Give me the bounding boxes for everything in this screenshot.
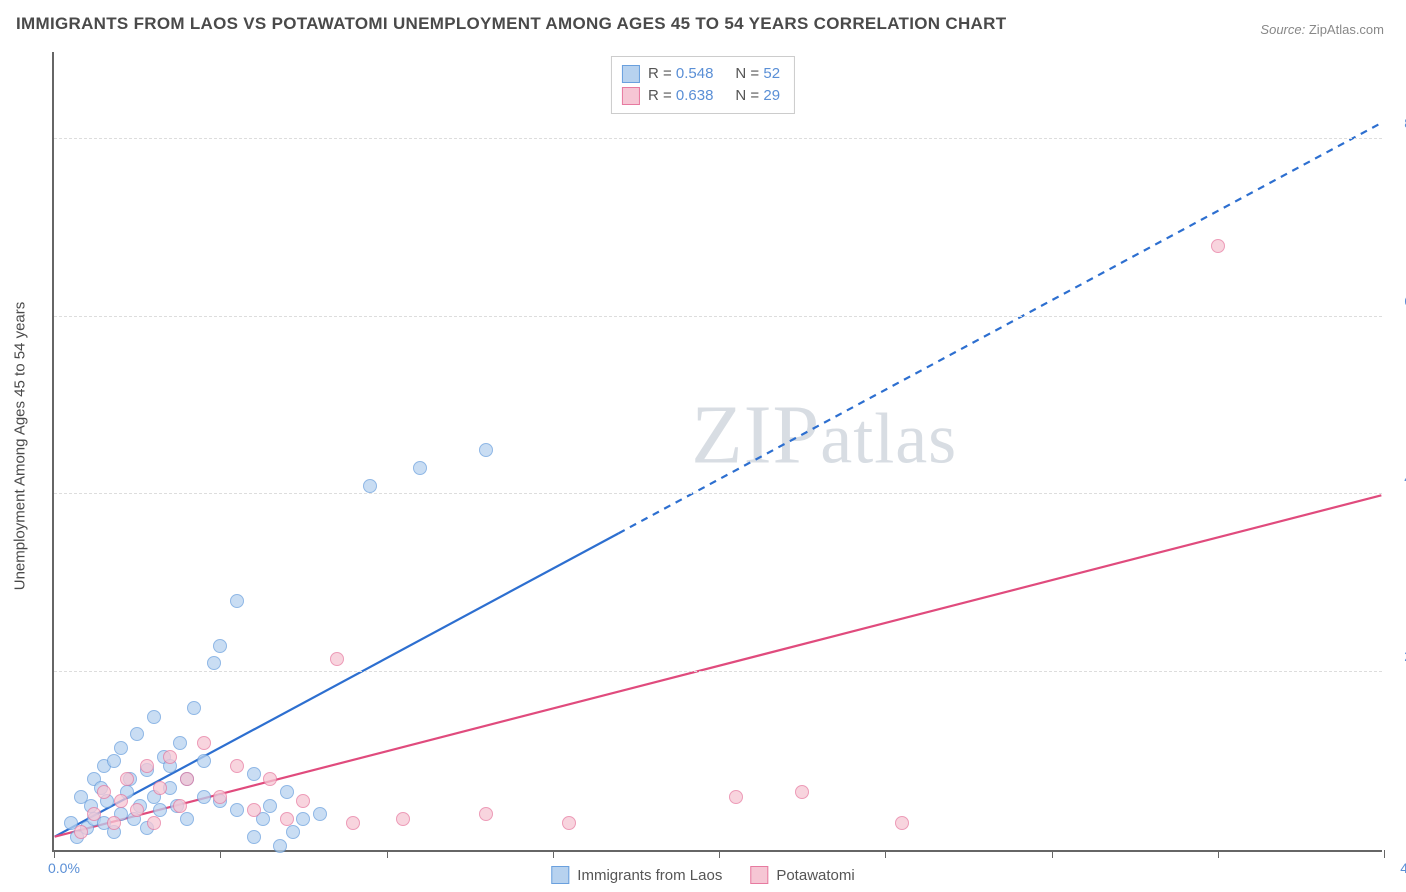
legend-swatch — [622, 65, 640, 83]
data-point — [562, 816, 576, 830]
xtick — [1218, 850, 1219, 858]
data-point — [330, 652, 344, 666]
xtick — [885, 850, 886, 858]
data-point — [114, 741, 128, 755]
trend-line — [55, 533, 619, 836]
source-value: ZipAtlas.com — [1309, 22, 1384, 37]
trend-line-dashed — [618, 123, 1381, 533]
data-point — [479, 443, 493, 457]
data-point — [197, 736, 211, 750]
data-point — [273, 839, 287, 853]
stats-legend: R = 0.548 N = 52 R = 0.638 N = 29 — [611, 56, 795, 114]
data-point — [153, 781, 167, 795]
y-axis-label: Unemployment Among Ages 45 to 54 years — [12, 302, 29, 591]
data-point — [114, 794, 128, 808]
data-point — [130, 727, 144, 741]
trend-line — [55, 495, 1382, 836]
data-point — [895, 816, 909, 830]
series-name: Immigrants from Laos — [577, 867, 722, 884]
data-point — [173, 736, 187, 750]
chart-title: IMMIGRANTS FROM LAOS VS POTAWATOMI UNEMP… — [16, 14, 1006, 34]
gridline — [54, 138, 1382, 139]
data-point — [313, 807, 327, 821]
data-point — [197, 790, 211, 804]
xtick — [387, 850, 388, 858]
data-point — [1211, 239, 1225, 253]
data-point — [396, 812, 410, 826]
data-point — [795, 785, 809, 799]
data-point — [280, 812, 294, 826]
data-point — [346, 816, 360, 830]
data-point — [107, 754, 121, 768]
data-point — [120, 772, 134, 786]
data-point — [173, 799, 187, 813]
gridline — [54, 493, 1382, 494]
data-point — [107, 816, 121, 830]
series-name: Potawatomi — [776, 867, 854, 884]
data-point — [247, 767, 261, 781]
stats-legend-row: R = 0.548 N = 52 — [622, 63, 780, 85]
data-point — [140, 759, 154, 773]
data-point — [213, 639, 227, 653]
legend-r: R = 0.638 — [648, 85, 713, 107]
xtick — [54, 850, 55, 858]
xtick — [1384, 850, 1385, 858]
legend-n: N = 29 — [735, 85, 780, 107]
data-point — [286, 825, 300, 839]
legend-swatch — [622, 87, 640, 105]
data-point — [729, 790, 743, 804]
data-point — [74, 825, 88, 839]
data-point — [230, 759, 244, 773]
data-point — [413, 461, 427, 475]
data-point — [230, 594, 244, 608]
data-point — [147, 816, 161, 830]
gridline — [54, 671, 1382, 672]
data-point — [363, 479, 377, 493]
data-point — [296, 794, 310, 808]
data-point — [263, 772, 277, 786]
data-point — [479, 807, 493, 821]
xtick — [553, 850, 554, 858]
data-point — [230, 803, 244, 817]
trend-lines — [54, 52, 1382, 850]
legend-n: N = 52 — [735, 63, 780, 85]
plot-area: ZIPatlas 20.0%40.0%60.0%80.0%0.0%40.0% — [52, 52, 1382, 852]
data-point — [187, 701, 201, 715]
watermark-zip: ZIP — [691, 389, 820, 482]
legend-swatch — [750, 866, 768, 884]
xtick-label: 40.0% — [1400, 860, 1406, 876]
data-point — [263, 799, 277, 813]
data-point — [97, 785, 111, 799]
watermark: ZIPatlas — [691, 387, 957, 484]
data-point — [147, 710, 161, 724]
xtick — [220, 850, 221, 858]
data-point — [180, 812, 194, 826]
data-point — [197, 754, 211, 768]
data-point — [280, 785, 294, 799]
source-attribution: Source: ZipAtlas.com — [1260, 22, 1384, 37]
legend-r: R = 0.548 — [648, 63, 713, 85]
data-point — [87, 807, 101, 821]
series-legend: Immigrants from Laos Potawatomi — [551, 866, 854, 884]
data-point — [213, 790, 227, 804]
xtick — [719, 850, 720, 858]
xtick — [1052, 850, 1053, 858]
series-legend-item: Immigrants from Laos — [551, 866, 722, 884]
data-point — [207, 656, 221, 670]
data-point — [247, 830, 261, 844]
legend-swatch — [551, 866, 569, 884]
stats-legend-row: R = 0.638 N = 29 — [622, 85, 780, 107]
watermark-atlas: atlas — [820, 399, 957, 479]
series-legend-item: Potawatomi — [750, 866, 854, 884]
data-point — [247, 803, 261, 817]
data-point — [130, 803, 144, 817]
data-point — [180, 772, 194, 786]
data-point — [153, 803, 167, 817]
data-point — [163, 750, 177, 764]
xtick-label: 0.0% — [48, 860, 80, 876]
source-label: Source: — [1260, 22, 1305, 37]
gridline — [54, 316, 1382, 317]
data-point — [296, 812, 310, 826]
